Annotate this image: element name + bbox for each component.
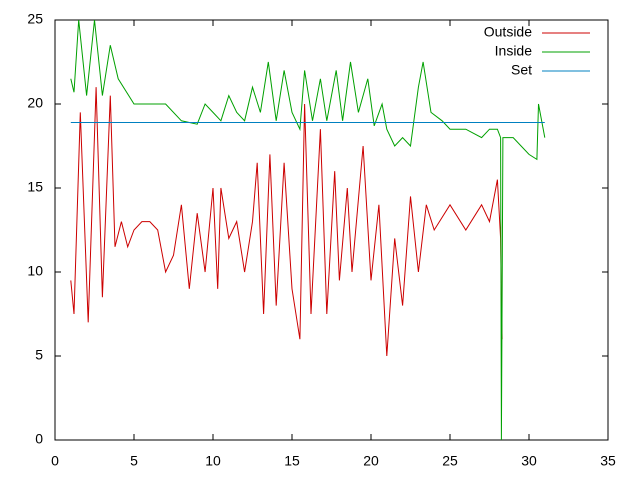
series-line: [70, 19, 546, 441]
legend-label: Inside: [495, 43, 533, 59]
y-tick-label: 25: [27, 11, 43, 27]
x-tick-label: 30: [521, 453, 537, 469]
x-tick-label: 20: [363, 453, 379, 469]
x-tick-label: 35: [600, 453, 616, 469]
x-tick-label: 25: [442, 453, 458, 469]
x-tick-label: 0: [51, 453, 59, 469]
y-tick-label: 10: [27, 263, 43, 279]
x-tick-label: 15: [284, 453, 300, 469]
plot-border: [54, 19, 609, 441]
x-tick-label: 5: [130, 453, 138, 469]
legend-label: Set: [511, 62, 532, 78]
y-tick-label: 0: [35, 431, 43, 447]
y-tick-label: 15: [27, 179, 43, 195]
series-line: [70, 87, 503, 357]
y-tick-label: 5: [35, 347, 43, 363]
x-tick-label: 10: [205, 453, 221, 469]
y-tick-label: 20: [27, 95, 43, 111]
legend-label: Outside: [484, 24, 532, 40]
